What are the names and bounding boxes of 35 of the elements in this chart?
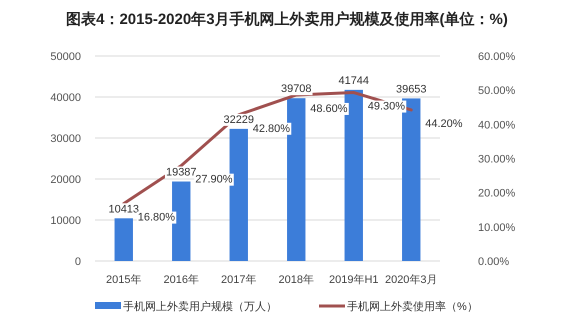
y2-tick-label: 30.00% bbox=[478, 154, 516, 166]
y2-tick-label: 20.00% bbox=[478, 188, 516, 200]
y2-tick-label: 50.00% bbox=[478, 85, 516, 98]
data-label: 49.30% bbox=[368, 100, 406, 113]
y2-tick-label: 10.00% bbox=[478, 222, 516, 234]
y-tick-label: 20000 bbox=[50, 174, 81, 186]
bar bbox=[114, 218, 133, 261]
x-tick-label: 2020年3月 bbox=[384, 274, 438, 286]
data-label: 16.80% bbox=[138, 212, 176, 224]
legend-label: 手机网上外卖用户规模（万人） bbox=[123, 300, 277, 313]
data-label: 42.80% bbox=[252, 122, 290, 135]
y-tick-label: 10000 bbox=[50, 215, 81, 227]
data-label: 27.90% bbox=[195, 174, 233, 186]
y-tick-label: 50000 bbox=[50, 51, 81, 63]
x-tick-label: 2015年 bbox=[106, 274, 142, 286]
data-label: 39708 bbox=[280, 83, 312, 96]
x-tick-label: 2016年 bbox=[164, 274, 199, 286]
x-tick-label: 2019年H1 bbox=[328, 274, 379, 286]
legend-label: 手机网上外卖使用率（%） bbox=[347, 300, 478, 313]
chart-title: 图表4：2015-2020年3月手机网上外卖用户规模及使用率(单位：%) bbox=[66, 10, 508, 28]
y2-tick-label: 0.00% bbox=[478, 256, 510, 268]
x-tick-label: 2017年 bbox=[221, 274, 256, 286]
data-label: 39653 bbox=[396, 83, 427, 96]
data-label: 44.20% bbox=[425, 118, 463, 130]
y-tick-label: 30000 bbox=[50, 133, 81, 145]
data-label: 19387 bbox=[166, 166, 197, 179]
data-label: 41744 bbox=[338, 74, 370, 87]
y2-tick-label: 60.00% bbox=[478, 51, 516, 63]
y-tick-label: 0 bbox=[74, 256, 81, 268]
y-tick-label: 40000 bbox=[50, 92, 81, 104]
data-label: 10413 bbox=[108, 203, 140, 216]
data-label: 32229 bbox=[223, 114, 254, 126]
y2-tick-label: 40.00% bbox=[478, 119, 516, 132]
data-label: 48.60% bbox=[310, 102, 348, 115]
x-tick-label: 2018年 bbox=[278, 274, 314, 286]
